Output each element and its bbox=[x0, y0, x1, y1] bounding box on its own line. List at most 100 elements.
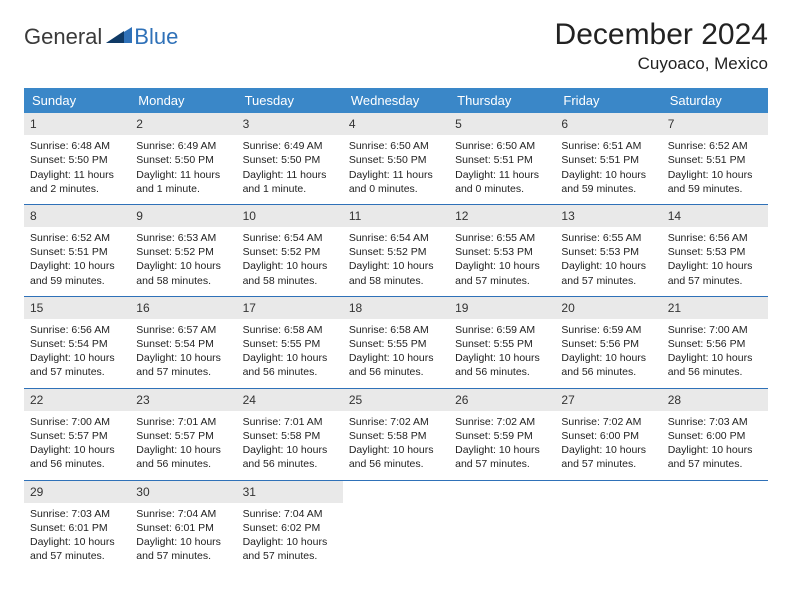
day-details: Sunrise: 6:54 AMSunset: 5:52 PMDaylight:… bbox=[349, 231, 443, 288]
sunrise-text: Sunrise: 6:56 AM bbox=[30, 323, 124, 337]
day-number: 27 bbox=[555, 389, 661, 411]
daylight-text: Daylight: 10 hours and 57 minutes. bbox=[30, 535, 124, 563]
calendar-day-cell: 24 Sunrise: 7:01 AMSunset: 5:58 PMDayligh… bbox=[237, 388, 343, 480]
sunrise-text: Sunrise: 6:50 AM bbox=[349, 139, 443, 153]
calendar-day-cell: . bbox=[343, 480, 449, 571]
sunrise-text: Sunrise: 6:54 AM bbox=[349, 231, 443, 245]
day-details: Sunrise: 6:48 AMSunset: 5:50 PMDaylight:… bbox=[30, 139, 124, 196]
sunset-text: Sunset: 5:55 PM bbox=[243, 337, 337, 351]
day-details: Sunrise: 7:04 AMSunset: 6:01 PMDaylight:… bbox=[136, 507, 230, 564]
calendar-day-cell: 16Sunrise: 6:57 AMSunset: 5:54 PMDayligh… bbox=[130, 296, 236, 388]
day-number: 25 bbox=[343, 389, 449, 411]
sunrise-text: Sunrise: 6:49 AM bbox=[136, 139, 230, 153]
calendar-day-cell: 28Sunrise: 7:03 AMSunset: 6:00 PMDayligh… bbox=[662, 388, 768, 480]
sunset-text: Sunset: 6:01 PM bbox=[30, 521, 124, 535]
day-number: 18 bbox=[343, 297, 449, 319]
day-details: Sunrise: 7:04 AMSunset: 6:02 PMDaylight:… bbox=[243, 507, 337, 564]
sunrise-text: Sunrise: 6:56 AM bbox=[668, 231, 762, 245]
sunset-text: Sunset: 6:01 PM bbox=[136, 521, 230, 535]
daylight-text: Daylight: 10 hours and 57 minutes. bbox=[455, 443, 549, 471]
day-details: Sunrise: 6:59 AMSunset: 5:56 PMDaylight:… bbox=[561, 323, 655, 380]
sunrise-text: Sunrise: 6:51 AM bbox=[561, 139, 655, 153]
day-number: 29 bbox=[24, 481, 130, 503]
calendar-day-cell: . bbox=[662, 480, 768, 571]
daylight-text: Daylight: 10 hours and 58 minutes. bbox=[349, 259, 443, 287]
calendar-day-cell: 17Sunrise: 6:58 AMSunset: 5:55 PMDayligh… bbox=[237, 296, 343, 388]
daylight-text: Daylight: 11 hours and 0 minutes. bbox=[349, 168, 443, 196]
sunrise-text: Sunrise: 6:59 AM bbox=[455, 323, 549, 337]
sunset-text: Sunset: 5:58 PM bbox=[243, 429, 337, 443]
day-details: Sunrise: 6:49 AMSunset: 5:50 PMDaylight:… bbox=[243, 139, 337, 196]
calendar-day-cell: 13Sunrise: 6:55 AMSunset: 5:53 PMDayligh… bbox=[555, 204, 661, 296]
calendar-day-cell: 20Sunrise: 6:59 AMSunset: 5:56 PMDayligh… bbox=[555, 296, 661, 388]
sunrise-text: Sunrise: 7:01 AM bbox=[136, 415, 230, 429]
daylight-text: Daylight: 10 hours and 58 minutes. bbox=[243, 259, 337, 287]
month-title: December 2024 bbox=[555, 18, 768, 52]
logo-text-general: General bbox=[24, 24, 102, 50]
day-details: Sunrise: 6:50 AMSunset: 5:51 PMDaylight:… bbox=[455, 139, 549, 196]
sunset-text: Sunset: 5:51 PM bbox=[668, 153, 762, 167]
daylight-text: Daylight: 10 hours and 57 minutes. bbox=[455, 259, 549, 287]
sunrise-text: Sunrise: 7:00 AM bbox=[30, 415, 124, 429]
sunset-text: Sunset: 5:57 PM bbox=[30, 429, 124, 443]
sunrise-text: Sunrise: 7:03 AM bbox=[30, 507, 124, 521]
sunset-text: Sunset: 6:00 PM bbox=[561, 429, 655, 443]
sunset-text: Sunset: 5:52 PM bbox=[136, 245, 230, 259]
day-number: 24 bbox=[237, 389, 343, 411]
sunrise-text: Sunrise: 6:48 AM bbox=[30, 139, 124, 153]
daylight-text: Daylight: 10 hours and 59 minutes. bbox=[561, 168, 655, 196]
calendar-day-cell: 7 Sunrise: 6:52 AMSunset: 5:51 PMDaylight… bbox=[662, 113, 768, 204]
day-number: 12 bbox=[449, 205, 555, 227]
daylight-text: Daylight: 11 hours and 0 minutes. bbox=[455, 168, 549, 196]
daylight-text: Daylight: 11 hours and 1 minute. bbox=[243, 168, 337, 196]
weekday-header: Thursday bbox=[449, 88, 555, 113]
sunrise-text: Sunrise: 6:55 AM bbox=[561, 231, 655, 245]
day-details: Sunrise: 7:01 AMSunset: 5:58 PMDaylight:… bbox=[243, 415, 337, 472]
sunrise-text: Sunrise: 6:58 AM bbox=[349, 323, 443, 337]
sunset-text: Sunset: 5:58 PM bbox=[349, 429, 443, 443]
day-number: 21 bbox=[662, 297, 768, 319]
sunset-text: Sunset: 5:51 PM bbox=[455, 153, 549, 167]
day-number: 11 bbox=[343, 205, 449, 227]
day-details: Sunrise: 6:52 AMSunset: 5:51 PMDaylight:… bbox=[668, 139, 762, 196]
daylight-text: Daylight: 10 hours and 56 minutes. bbox=[243, 443, 337, 471]
sunset-text: Sunset: 5:51 PM bbox=[30, 245, 124, 259]
sunrise-text: Sunrise: 6:54 AM bbox=[243, 231, 337, 245]
sunrise-text: Sunrise: 6:52 AM bbox=[668, 139, 762, 153]
day-details: Sunrise: 6:56 AMSunset: 5:53 PMDaylight:… bbox=[668, 231, 762, 288]
daylight-text: Daylight: 10 hours and 57 minutes. bbox=[243, 535, 337, 563]
sunset-text: Sunset: 6:02 PM bbox=[243, 521, 337, 535]
day-details: Sunrise: 6:54 AMSunset: 5:52 PMDaylight:… bbox=[243, 231, 337, 288]
sunset-text: Sunset: 5:51 PM bbox=[561, 153, 655, 167]
weekday-header: Sunday bbox=[24, 88, 130, 113]
calendar-day-cell: 3Sunrise: 6:49 AMSunset: 5:50 PMDaylight… bbox=[237, 113, 343, 204]
sunset-text: Sunset: 5:50 PM bbox=[349, 153, 443, 167]
day-details: Sunrise: 6:58 AMSunset: 5:55 PMDaylight:… bbox=[243, 323, 337, 380]
day-details: Sunrise: 7:01 AMSunset: 5:57 PMDaylight:… bbox=[136, 415, 230, 472]
logo-text-blue: Blue bbox=[134, 24, 178, 50]
weekday-header: Friday bbox=[555, 88, 661, 113]
sunset-text: Sunset: 6:00 PM bbox=[668, 429, 762, 443]
sunrise-text: Sunrise: 6:52 AM bbox=[30, 231, 124, 245]
day-number: 4 bbox=[343, 113, 449, 135]
sunrise-text: Sunrise: 7:04 AM bbox=[243, 507, 337, 521]
day-number: 2 bbox=[130, 113, 236, 135]
sunset-text: Sunset: 5:54 PM bbox=[30, 337, 124, 351]
day-details: Sunrise: 7:00 AMSunset: 5:57 PMDaylight:… bbox=[30, 415, 124, 472]
sunset-text: Sunset: 5:53 PM bbox=[455, 245, 549, 259]
daylight-text: Daylight: 10 hours and 57 minutes. bbox=[668, 259, 762, 287]
calendar-day-cell: 5Sunrise: 6:50 AMSunset: 5:51 PMDaylight… bbox=[449, 113, 555, 204]
day-number: 7 bbox=[662, 113, 768, 135]
day-number: 28 bbox=[662, 389, 768, 411]
sunset-text: Sunset: 5:55 PM bbox=[349, 337, 443, 351]
calendar-day-cell: 12Sunrise: 6:55 AMSunset: 5:53 PMDayligh… bbox=[449, 204, 555, 296]
calendar-week-row: 22Sunrise: 7:00 AMSunset: 5:57 PMDayligh… bbox=[24, 388, 768, 480]
calendar-day-cell: 23Sunrise: 7:01 AMSunset: 5:57 PMDayligh… bbox=[130, 388, 236, 480]
day-number: 15 bbox=[24, 297, 130, 319]
daylight-text: Daylight: 10 hours and 56 minutes. bbox=[349, 351, 443, 379]
weekday-header-row: Sunday Monday Tuesday Wednesday Thursday… bbox=[24, 88, 768, 113]
daylight-text: Daylight: 10 hours and 57 minutes. bbox=[561, 259, 655, 287]
daylight-text: Daylight: 10 hours and 56 minutes. bbox=[30, 443, 124, 471]
day-number: 19 bbox=[449, 297, 555, 319]
sunrise-text: Sunrise: 7:02 AM bbox=[349, 415, 443, 429]
